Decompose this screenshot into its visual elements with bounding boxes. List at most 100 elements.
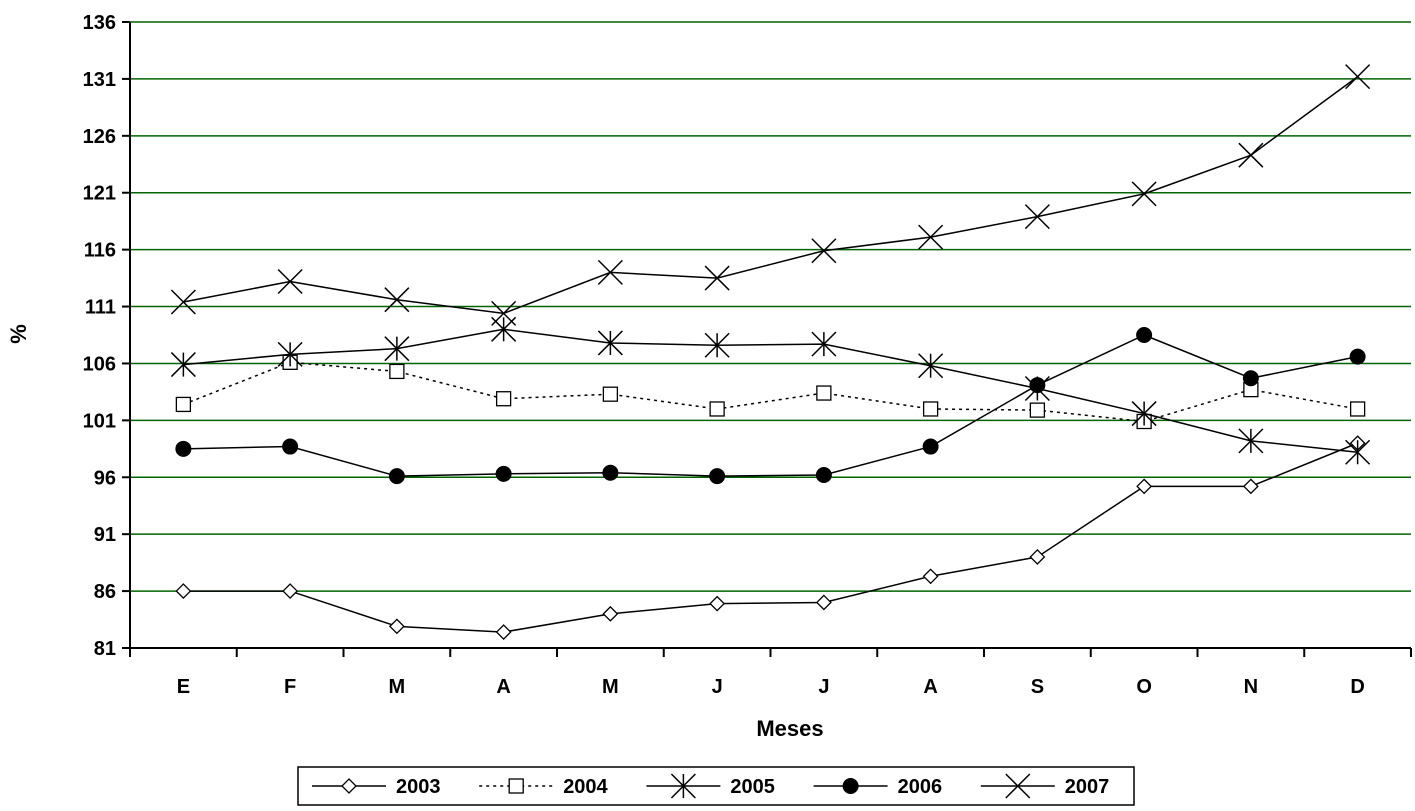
diamond-marker-shape: [1242, 478, 1259, 495]
circle-marker-shape: [1349, 348, 1366, 365]
data-point-2006: [1136, 327, 1153, 343]
legend-label: 2007: [1065, 776, 1110, 798]
data-point-2005: [170, 352, 196, 378]
axes: 81 86 91 96 101 106 111 116 121 126 131 136 E F M A M J J A…: [83, 12, 1412, 698]
series-layer: [170, 64, 1371, 640]
gridlines: [130, 21, 1411, 592]
x-tick-label: N: [1244, 676, 1258, 698]
x-stroke: [1024, 204, 1050, 230]
x-stroke: [811, 238, 837, 264]
series-2005: [170, 316, 1371, 465]
y-tick-label: 106: [83, 353, 116, 375]
square-marker-shape: [508, 778, 524, 794]
data-point-2003: [1136, 478, 1153, 495]
data-point-2007: [1238, 142, 1264, 168]
data-point-2007: [384, 287, 410, 313]
x-tick-label: S: [1031, 676, 1044, 698]
legend-marker: [341, 778, 357, 794]
diamond-marker-shape: [341, 778, 357, 794]
legend-label: 2004: [563, 776, 608, 798]
circle-marker-shape: [495, 465, 512, 482]
legend-item-2005: 2005: [646, 773, 775, 799]
series-2003: [175, 435, 1366, 640]
x-stroke: [170, 289, 196, 315]
data-point-2003: [282, 583, 299, 600]
x-tick-label: J: [818, 676, 829, 698]
x-stroke: [491, 300, 517, 326]
legend-marker: [842, 778, 859, 794]
y-tick-label: 131: [83, 69, 116, 91]
y-tick-label: 116: [84, 240, 116, 262]
x-stroke: [1238, 142, 1264, 168]
x-tick-label: M: [602, 676, 619, 698]
legend-marker: [508, 778, 524, 794]
data-point-2003: [1029, 549, 1046, 565]
circle-marker-shape: [175, 440, 192, 457]
data-point-2005: [918, 353, 944, 379]
data-point-2007: [170, 289, 196, 315]
data-point-2005: [704, 332, 730, 358]
legend-marker: [1005, 773, 1031, 799]
square-marker-shape: [495, 391, 512, 407]
x-tick-label: A: [496, 676, 510, 698]
x-stroke: [1345, 64, 1371, 90]
data-point-2004: [709, 401, 725, 417]
square-marker-shape: [1029, 402, 1046, 418]
x-stroke: [1131, 181, 1157, 207]
series-2007: [170, 64, 1371, 326]
legend-label: 2006: [898, 776, 943, 798]
data-point-2007: [704, 265, 730, 291]
x-tick-label: J: [712, 676, 723, 698]
data-point-2007: [491, 300, 517, 326]
data-point-2006: [709, 468, 726, 485]
data-point-2003: [922, 568, 939, 585]
data-point-2003: [388, 618, 405, 635]
y-tick-label: 91: [94, 524, 116, 546]
circle-marker-shape: [842, 778, 859, 794]
circle-marker-shape: [282, 438, 299, 455]
diamond-marker-shape: [282, 583, 299, 600]
diamond-marker-shape: [175, 583, 192, 600]
data-point-2003: [602, 605, 619, 622]
circle-marker-shape: [1136, 327, 1153, 343]
y-tick-label: 136: [83, 12, 116, 34]
legend-item-2007: 2007: [980, 773, 1110, 799]
x-tick-label: A: [923, 676, 937, 698]
x-tick-label: F: [284, 676, 296, 698]
data-point-2006: [815, 466, 832, 483]
square-marker-shape: [922, 401, 939, 417]
data-point-2006: [1029, 377, 1046, 394]
y-tick-label: 121: [83, 183, 116, 205]
y-axis-title: %: [6, 324, 31, 344]
legend-label: 2005: [730, 776, 775, 798]
circle-marker-shape: [922, 438, 939, 455]
x-stroke: [1005, 773, 1031, 799]
legend-item-2003: 2003: [312, 776, 441, 798]
y-tick-label: 81: [94, 638, 116, 660]
circle-marker-shape: [709, 468, 726, 485]
data-point-2007: [1345, 64, 1371, 90]
legend-label: 2003: [396, 776, 441, 798]
data-point-2007: [918, 224, 944, 250]
data-point-2005: [384, 336, 410, 362]
circle-marker-shape: [388, 468, 405, 485]
square-marker-shape: [175, 396, 192, 413]
data-point-2006: [922, 438, 939, 455]
data-point-2004: [816, 385, 832, 401]
data-point-2005: [1345, 439, 1371, 465]
diamond-marker-shape: [495, 624, 512, 640]
x-tick-label: M: [389, 676, 406, 698]
series-line-2004: [183, 361, 1358, 423]
y-tick-label: 101: [83, 410, 116, 432]
data-point-2003: [815, 594, 832, 611]
series-2004: [175, 354, 1366, 430]
x-stroke: [597, 259, 623, 285]
square-marker-shape: [1349, 401, 1366, 417]
data-point-2006: [282, 438, 299, 455]
data-point-2007: [1131, 181, 1157, 207]
data-point-2006: [1242, 370, 1259, 387]
square-marker-shape: [709, 401, 725, 417]
legend-marker: [670, 773, 696, 799]
legend: 2003 2004 2005 2006 2007: [297, 766, 1135, 806]
